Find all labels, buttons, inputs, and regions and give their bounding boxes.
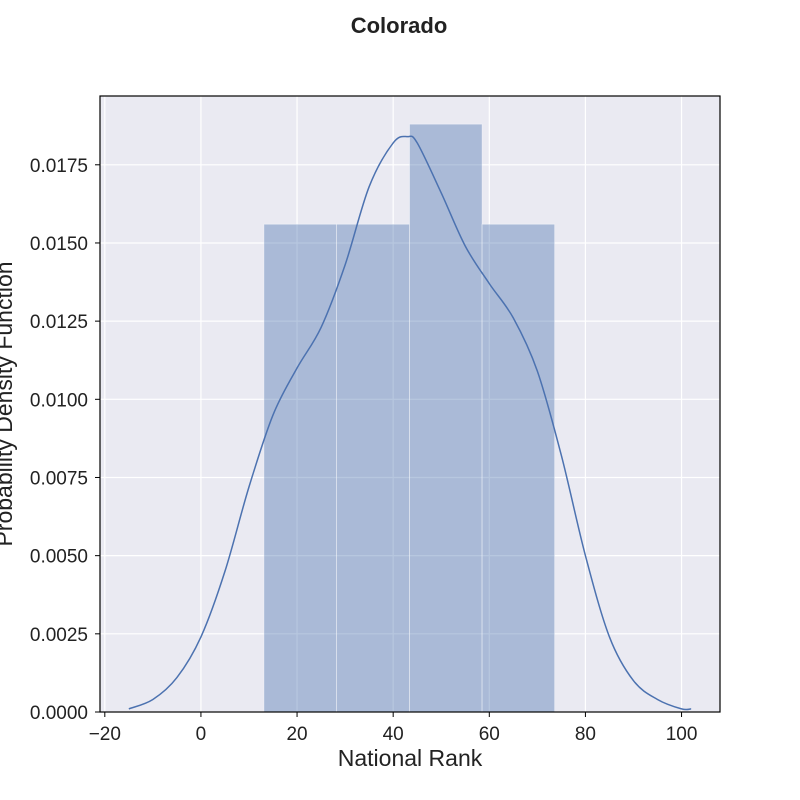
x-tick-label: 40 <box>383 724 404 745</box>
y-axis-title: Probability Density Function <box>0 261 17 546</box>
x-axis-title: National Rank <box>338 745 483 771</box>
kde-line <box>128 135 692 711</box>
histogram-bar <box>481 223 556 713</box>
x-axis-ticks: −20 0 20 40 60 80 100 <box>89 712 698 745</box>
y-tick-label: 0.0000 <box>30 703 88 724</box>
x-tick-label: 60 <box>479 724 500 745</box>
x-tick-label: 100 <box>666 724 698 745</box>
y-tick-label: 0.0125 <box>30 312 88 333</box>
histogram-bars <box>263 123 556 713</box>
histogram-bar <box>336 223 410 713</box>
x-tick-label: 0 <box>196 724 207 745</box>
y-tick-label: 0.0025 <box>30 625 88 646</box>
y-tick-label: 0.0050 <box>30 547 88 568</box>
histogram-bar <box>263 223 337 713</box>
plot-frame <box>99 95 721 713</box>
y-tick-label: 0.0075 <box>30 468 88 489</box>
y-tick-label: 0.0100 <box>30 390 88 411</box>
chart-title: Colorado <box>351 13 448 38</box>
y-axis-ticks: 0.0000 0.0025 0.0050 0.0075 0.0100 0.0125 0.01… <box>30 156 100 724</box>
histogram-bar <box>409 123 483 713</box>
x-tick-label: −20 <box>89 724 121 745</box>
x-tick-label: 80 <box>575 724 596 745</box>
x-tick-label: 20 <box>286 724 307 745</box>
y-tick-label: 0.0150 <box>30 234 88 255</box>
plot-background <box>100 96 720 712</box>
y-tick-label: 0.0175 <box>30 156 88 177</box>
